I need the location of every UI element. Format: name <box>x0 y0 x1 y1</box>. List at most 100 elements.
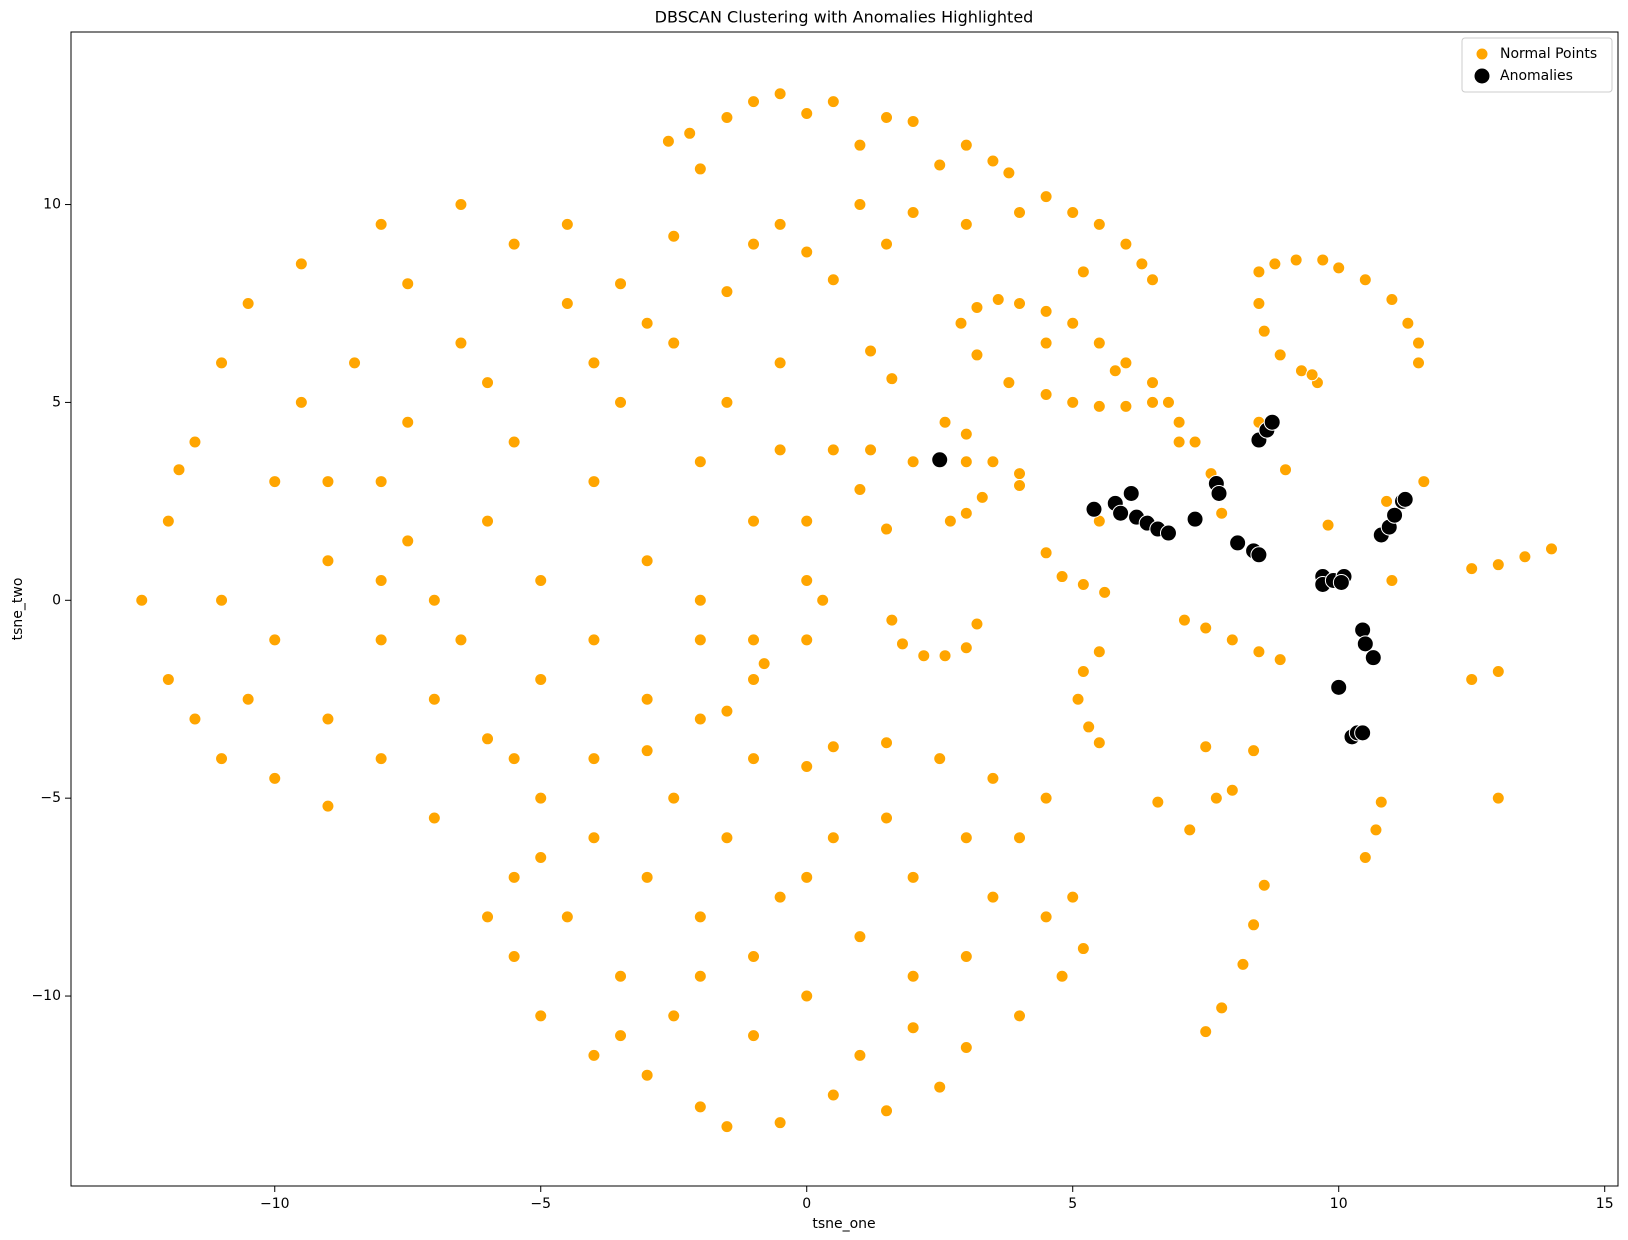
point <box>747 237 761 251</box>
point <box>826 740 840 754</box>
point <box>720 110 734 124</box>
point <box>1545 542 1559 556</box>
point <box>986 771 1000 785</box>
point <box>906 455 920 469</box>
point <box>1215 1001 1229 1015</box>
point <box>614 395 628 409</box>
point <box>667 229 681 243</box>
point <box>1013 296 1027 310</box>
point <box>1071 692 1085 706</box>
point <box>1268 257 1282 271</box>
point <box>959 427 973 441</box>
point <box>826 831 840 845</box>
point <box>906 1021 920 1035</box>
point <box>1385 574 1399 588</box>
x-tick-label: 15 <box>1596 1196 1614 1212</box>
point <box>1092 736 1106 750</box>
y-tick-label: −10 <box>31 988 61 1004</box>
point <box>773 217 787 231</box>
point <box>959 506 973 520</box>
y-axis-label: tsne_two <box>10 578 26 641</box>
point <box>880 237 894 251</box>
point <box>853 1048 867 1062</box>
point <box>215 593 229 607</box>
point <box>1252 296 1266 310</box>
point <box>1247 918 1261 932</box>
point <box>1396 490 1414 508</box>
point <box>1092 645 1106 659</box>
point <box>800 245 814 259</box>
point <box>1066 316 1080 330</box>
point <box>693 633 707 647</box>
point <box>1257 878 1271 892</box>
point <box>661 134 675 148</box>
point <box>1002 166 1016 180</box>
point <box>1161 395 1175 409</box>
point <box>1122 484 1140 502</box>
point <box>906 205 920 219</box>
point <box>693 1100 707 1114</box>
legend-marker <box>1473 67 1491 85</box>
point <box>1386 506 1404 524</box>
point <box>986 455 1000 469</box>
x-tick-label: −10 <box>260 1196 290 1212</box>
point <box>1358 273 1372 287</box>
point <box>853 930 867 944</box>
point <box>1209 791 1223 805</box>
point <box>933 1080 947 1094</box>
point <box>800 633 814 647</box>
point <box>587 1048 601 1062</box>
point <box>720 395 734 409</box>
point <box>1055 969 1069 983</box>
x-tick-label: 5 <box>1068 1196 1077 1212</box>
point <box>970 617 984 631</box>
point <box>321 475 335 489</box>
point <box>161 672 175 686</box>
point <box>481 376 495 390</box>
point <box>720 285 734 299</box>
point <box>885 372 899 386</box>
point <box>1076 265 1090 279</box>
point <box>917 649 931 663</box>
point <box>1279 463 1293 477</box>
point <box>1356 635 1374 653</box>
point <box>640 744 654 758</box>
point <box>959 831 973 845</box>
point <box>1225 633 1239 647</box>
point <box>880 1104 894 1118</box>
point <box>1039 791 1053 805</box>
point <box>587 475 601 489</box>
point <box>720 704 734 718</box>
point <box>1013 467 1027 481</box>
point <box>1082 720 1096 734</box>
point <box>970 348 984 362</box>
point <box>1316 253 1330 267</box>
point <box>667 1009 681 1023</box>
point <box>885 613 899 627</box>
point <box>1039 546 1053 560</box>
point <box>943 514 957 528</box>
point <box>1186 510 1204 528</box>
point <box>906 969 920 983</box>
point <box>1236 957 1250 971</box>
point <box>1066 890 1080 904</box>
point <box>1039 336 1053 350</box>
point <box>321 712 335 726</box>
point <box>321 799 335 813</box>
point <box>954 316 968 330</box>
point <box>534 1009 548 1023</box>
point <box>268 475 282 489</box>
point <box>826 1088 840 1102</box>
point <box>1332 573 1350 591</box>
point <box>1135 257 1149 271</box>
point <box>534 574 548 588</box>
point <box>427 692 441 706</box>
point <box>747 1029 761 1043</box>
point <box>1354 724 1372 742</box>
point <box>747 95 761 109</box>
point <box>215 752 229 766</box>
point <box>773 356 787 370</box>
point <box>268 633 282 647</box>
chart-title: DBSCAN Clustering with Anomalies Highlig… <box>655 8 1034 27</box>
point <box>1076 942 1090 956</box>
